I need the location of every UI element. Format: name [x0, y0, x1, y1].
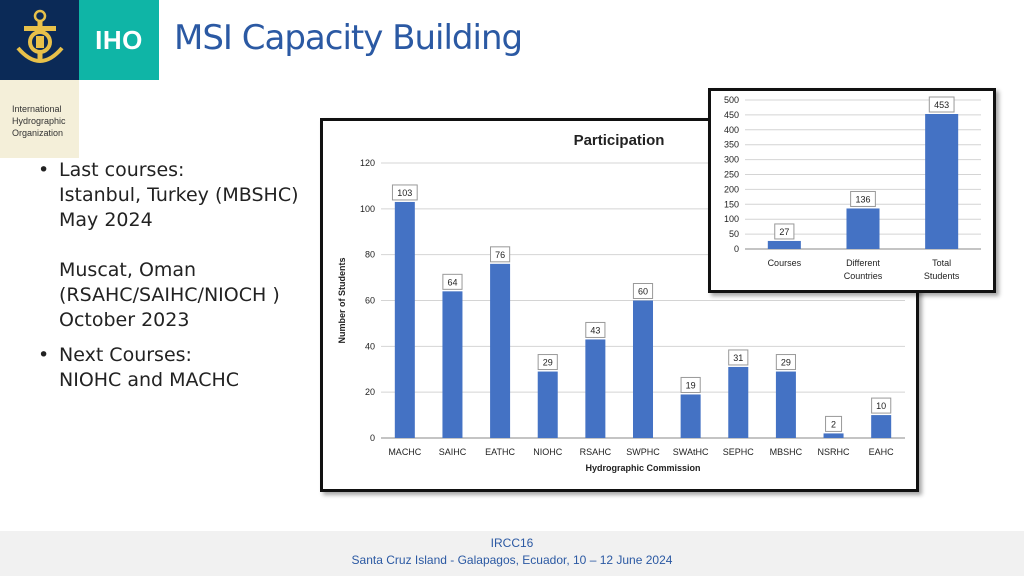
data-label: 60 — [638, 287, 648, 297]
x-tick-label: RSAHC — [580, 447, 612, 457]
x-tick-label: EAHC — [869, 447, 895, 457]
data-label-box — [850, 190, 876, 207]
data-label: 64 — [447, 277, 457, 287]
bar — [823, 433, 844, 438]
data-label-box — [928, 96, 955, 113]
data-label-box — [774, 223, 795, 240]
data-label: 29 — [543, 358, 553, 368]
slide-title: MSI Capacity Building — [174, 18, 523, 58]
data-label: 29 — [781, 358, 791, 368]
y-tick-label: 50 — [729, 229, 739, 239]
org-panel — [0, 80, 79, 158]
y-tick-label: 0 — [734, 244, 739, 254]
x-tick-label: Countries — [844, 271, 883, 281]
y-tick-label: 100 — [724, 214, 739, 224]
x-tick-label: SEPHC — [723, 447, 755, 457]
y-tick-label: 150 — [724, 199, 739, 209]
data-label-box — [775, 354, 796, 371]
x-tick-label: NSRHC — [818, 447, 851, 457]
bar — [846, 208, 880, 249]
bar — [490, 263, 511, 438]
totals-chart-svg: 0 50 100 150 200 250 300 350 400 450 500 27 Courses 1… — [724, 95, 981, 281]
iho-wordmark-logo: IHO — [79, 0, 159, 80]
y-tick-label: 120 — [360, 158, 375, 168]
y-tick-label: 20 — [365, 387, 375, 397]
data-label-box — [442, 273, 463, 290]
x-tick-label: NIOHC — [533, 447, 563, 457]
data-label: 31 — [733, 353, 743, 363]
bar — [728, 366, 749, 438]
y-tick-label: 500 — [724, 95, 739, 105]
y-tick-label: 40 — [365, 341, 375, 351]
y-tick-label: 100 — [360, 204, 375, 214]
x-tick-label: MACHC — [388, 447, 421, 457]
y-tick-label: 300 — [724, 155, 739, 165]
data-label: 19 — [686, 380, 696, 390]
data-label-box — [728, 349, 749, 366]
bar — [767, 240, 801, 249]
bar — [925, 114, 959, 249]
footer-event: IRCC16 — [490, 536, 534, 550]
totals-chart: 0 50 100 150 200 250 300 350 400 450 500 27 Courses 1… — [708, 88, 996, 293]
y-tick-label: 400 — [724, 125, 739, 135]
bullet-last-courses: Last courses: Istanbul, Turkey (MBSHC) M… — [38, 158, 299, 333]
data-label-box — [680, 376, 701, 393]
data-label: 76 — [495, 250, 505, 260]
bar — [585, 339, 606, 438]
data-label-box — [537, 354, 558, 371]
data-label: 43 — [590, 325, 600, 335]
logo-text: IHO — [95, 24, 143, 55]
x-axis-title: Hydrographic Commission — [585, 463, 700, 473]
bar — [632, 300, 654, 438]
x-tick-label: MBSHC — [770, 447, 803, 457]
bullet-list: Last courses: Istanbul, Turkey (MBSHC) M… — [38, 158, 299, 393]
iho-emblem-logo — [0, 0, 79, 80]
y-tick-label: 80 — [365, 250, 375, 260]
data-label-box — [391, 184, 418, 201]
x-tick-label: Total — [932, 258, 951, 268]
x-tick-label: Different — [846, 258, 880, 268]
data-label: 103 — [397, 188, 412, 198]
bar — [442, 291, 463, 438]
y-tick-label: 350 — [724, 140, 739, 150]
x-tick-label: SAIHC — [439, 447, 467, 457]
x-tick-label: Students — [924, 271, 960, 281]
anchor-icon — [16, 9, 64, 63]
y-tick-label: 200 — [724, 184, 739, 194]
footer: IRCC16 Santa Cruz Island - Galapagos, Ec… — [0, 531, 1024, 576]
x-tick-label: SWPHC — [626, 447, 660, 457]
data-label-box — [585, 321, 606, 338]
data-label-box — [490, 246, 511, 263]
y-tick-label: 250 — [724, 170, 739, 180]
chart-title: Participation — [574, 132, 665, 149]
data-label: 27 — [779, 227, 789, 237]
data-label: 2 — [831, 419, 836, 429]
bar — [871, 415, 892, 438]
y-tick-label: 450 — [724, 110, 739, 120]
bullet-next-courses: Next Courses: NIOHC and MACHC — [38, 343, 299, 393]
y-tick-label: 0 — [370, 433, 375, 443]
data-label-box — [632, 283, 654, 299]
bar — [680, 394, 701, 438]
bar — [775, 371, 796, 438]
data-label: 10 — [876, 401, 886, 411]
x-tick-label: Courses — [768, 258, 802, 268]
x-tick-label: SWAtHC — [673, 447, 709, 457]
bar — [537, 371, 558, 438]
data-label-box — [871, 397, 892, 414]
y-tick-label: 60 — [365, 296, 375, 306]
x-tick-label: EATHC — [485, 447, 515, 457]
org-name: International Hydrographic Organization — [12, 104, 66, 138]
y-axis-title: Number of Students — [337, 257, 347, 343]
bar — [394, 201, 415, 438]
data-label-box — [825, 415, 843, 432]
footer-location: Santa Cruz Island - Galapagos, Ecuador, … — [351, 553, 673, 567]
data-label: 453 — [934, 100, 949, 110]
participation-chart-svg: 020406080100120103MACHC64SAIHC76EATHC29N… — [337, 132, 905, 473]
data-label: 136 — [855, 194, 870, 204]
